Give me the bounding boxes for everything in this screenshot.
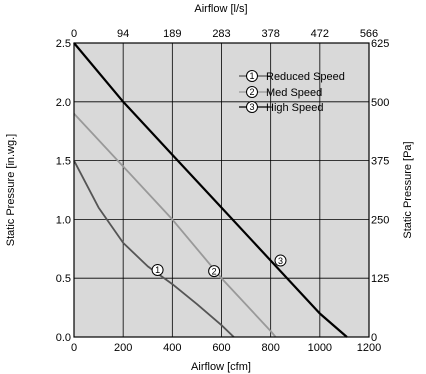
x2-tick-label: 472 <box>311 28 329 40</box>
series-marker-label: 1 <box>155 265 160 275</box>
series-marker-label: 2 <box>212 266 217 276</box>
y2-axis-title: Static Pressure [Pa] <box>402 141 414 238</box>
x2-tick-label: 189 <box>163 28 181 40</box>
x2-tick-label: 566 <box>360 28 378 40</box>
series-marker-high-speed <box>274 254 287 267</box>
y-tick-label: 2.5 <box>56 38 71 50</box>
x-tick-label: 800 <box>261 342 279 354</box>
y-tick-label: 0.5 <box>56 273 71 285</box>
x-tick-label: 0 <box>71 342 77 354</box>
y2-tick-label: 625 <box>371 38 389 50</box>
series-marker-reduced-speed <box>151 263 164 276</box>
legend-marker-high-speed <box>246 101 258 113</box>
series-marker-med-speed <box>208 265 221 278</box>
legend-marker-label-med-speed: 2 <box>249 87 254 97</box>
legend-marker-reduced-speed <box>246 70 258 82</box>
x2-axis-title: Airflow [l/s] <box>194 3 247 15</box>
series-markers: 1 2 3 <box>151 254 287 278</box>
x-tick-label: 400 <box>163 342 181 354</box>
series-marker-label: 3 <box>278 256 283 266</box>
x-tick-label: 1200 <box>357 342 381 354</box>
x-tick-label: 200 <box>114 342 132 354</box>
x2-tick-label: 94 <box>117 28 129 40</box>
y2-tick-label: 125 <box>371 273 389 285</box>
x-axis-title: Airflow [cfm] <box>191 361 251 373</box>
x2-tick-label: 283 <box>212 28 230 40</box>
y-tick-label: 2.0 <box>56 97 71 109</box>
legend-label-med-speed: Med Speed <box>266 87 322 99</box>
y-axis-title: Static Pressure [in.wg.] <box>5 134 17 247</box>
x-tick-label: 1000 <box>308 342 332 354</box>
x2-tick-label: 378 <box>261 28 279 40</box>
series-line-med-speed <box>73 112 277 338</box>
y2-tick-label: 375 <box>371 156 389 168</box>
y2-tick-label: 250 <box>371 214 389 226</box>
legend: 1 Reduced Speed 2 Med Speed 3 High Speed <box>239 70 345 114</box>
y-tick-label: 1.0 <box>56 214 71 226</box>
x2-tick-label: 0 <box>71 28 77 40</box>
y2-tick-label: 500 <box>371 97 389 109</box>
legend-marker-med-speed <box>246 86 258 98</box>
tick-labels: 0 0 200 94 400 189 600 283 800 378 1000 472 1200 566 0… <box>56 28 390 354</box>
y2-tick-label: 0 <box>371 332 377 344</box>
x-tick-label: 600 <box>212 342 230 354</box>
series-line-high-speed <box>73 42 348 338</box>
y-tick-label: 1.5 <box>56 156 71 168</box>
legend-marker-label-high-speed: 3 <box>249 102 254 112</box>
plot-border <box>73 42 370 338</box>
legend-marker-label-reduced-speed: 1 <box>249 71 254 81</box>
legend-label-reduced-speed: Reduced Speed <box>266 71 345 83</box>
legend-label-high-speed: High Speed <box>266 102 324 114</box>
y-tick-label: 0.0 <box>56 332 71 344</box>
